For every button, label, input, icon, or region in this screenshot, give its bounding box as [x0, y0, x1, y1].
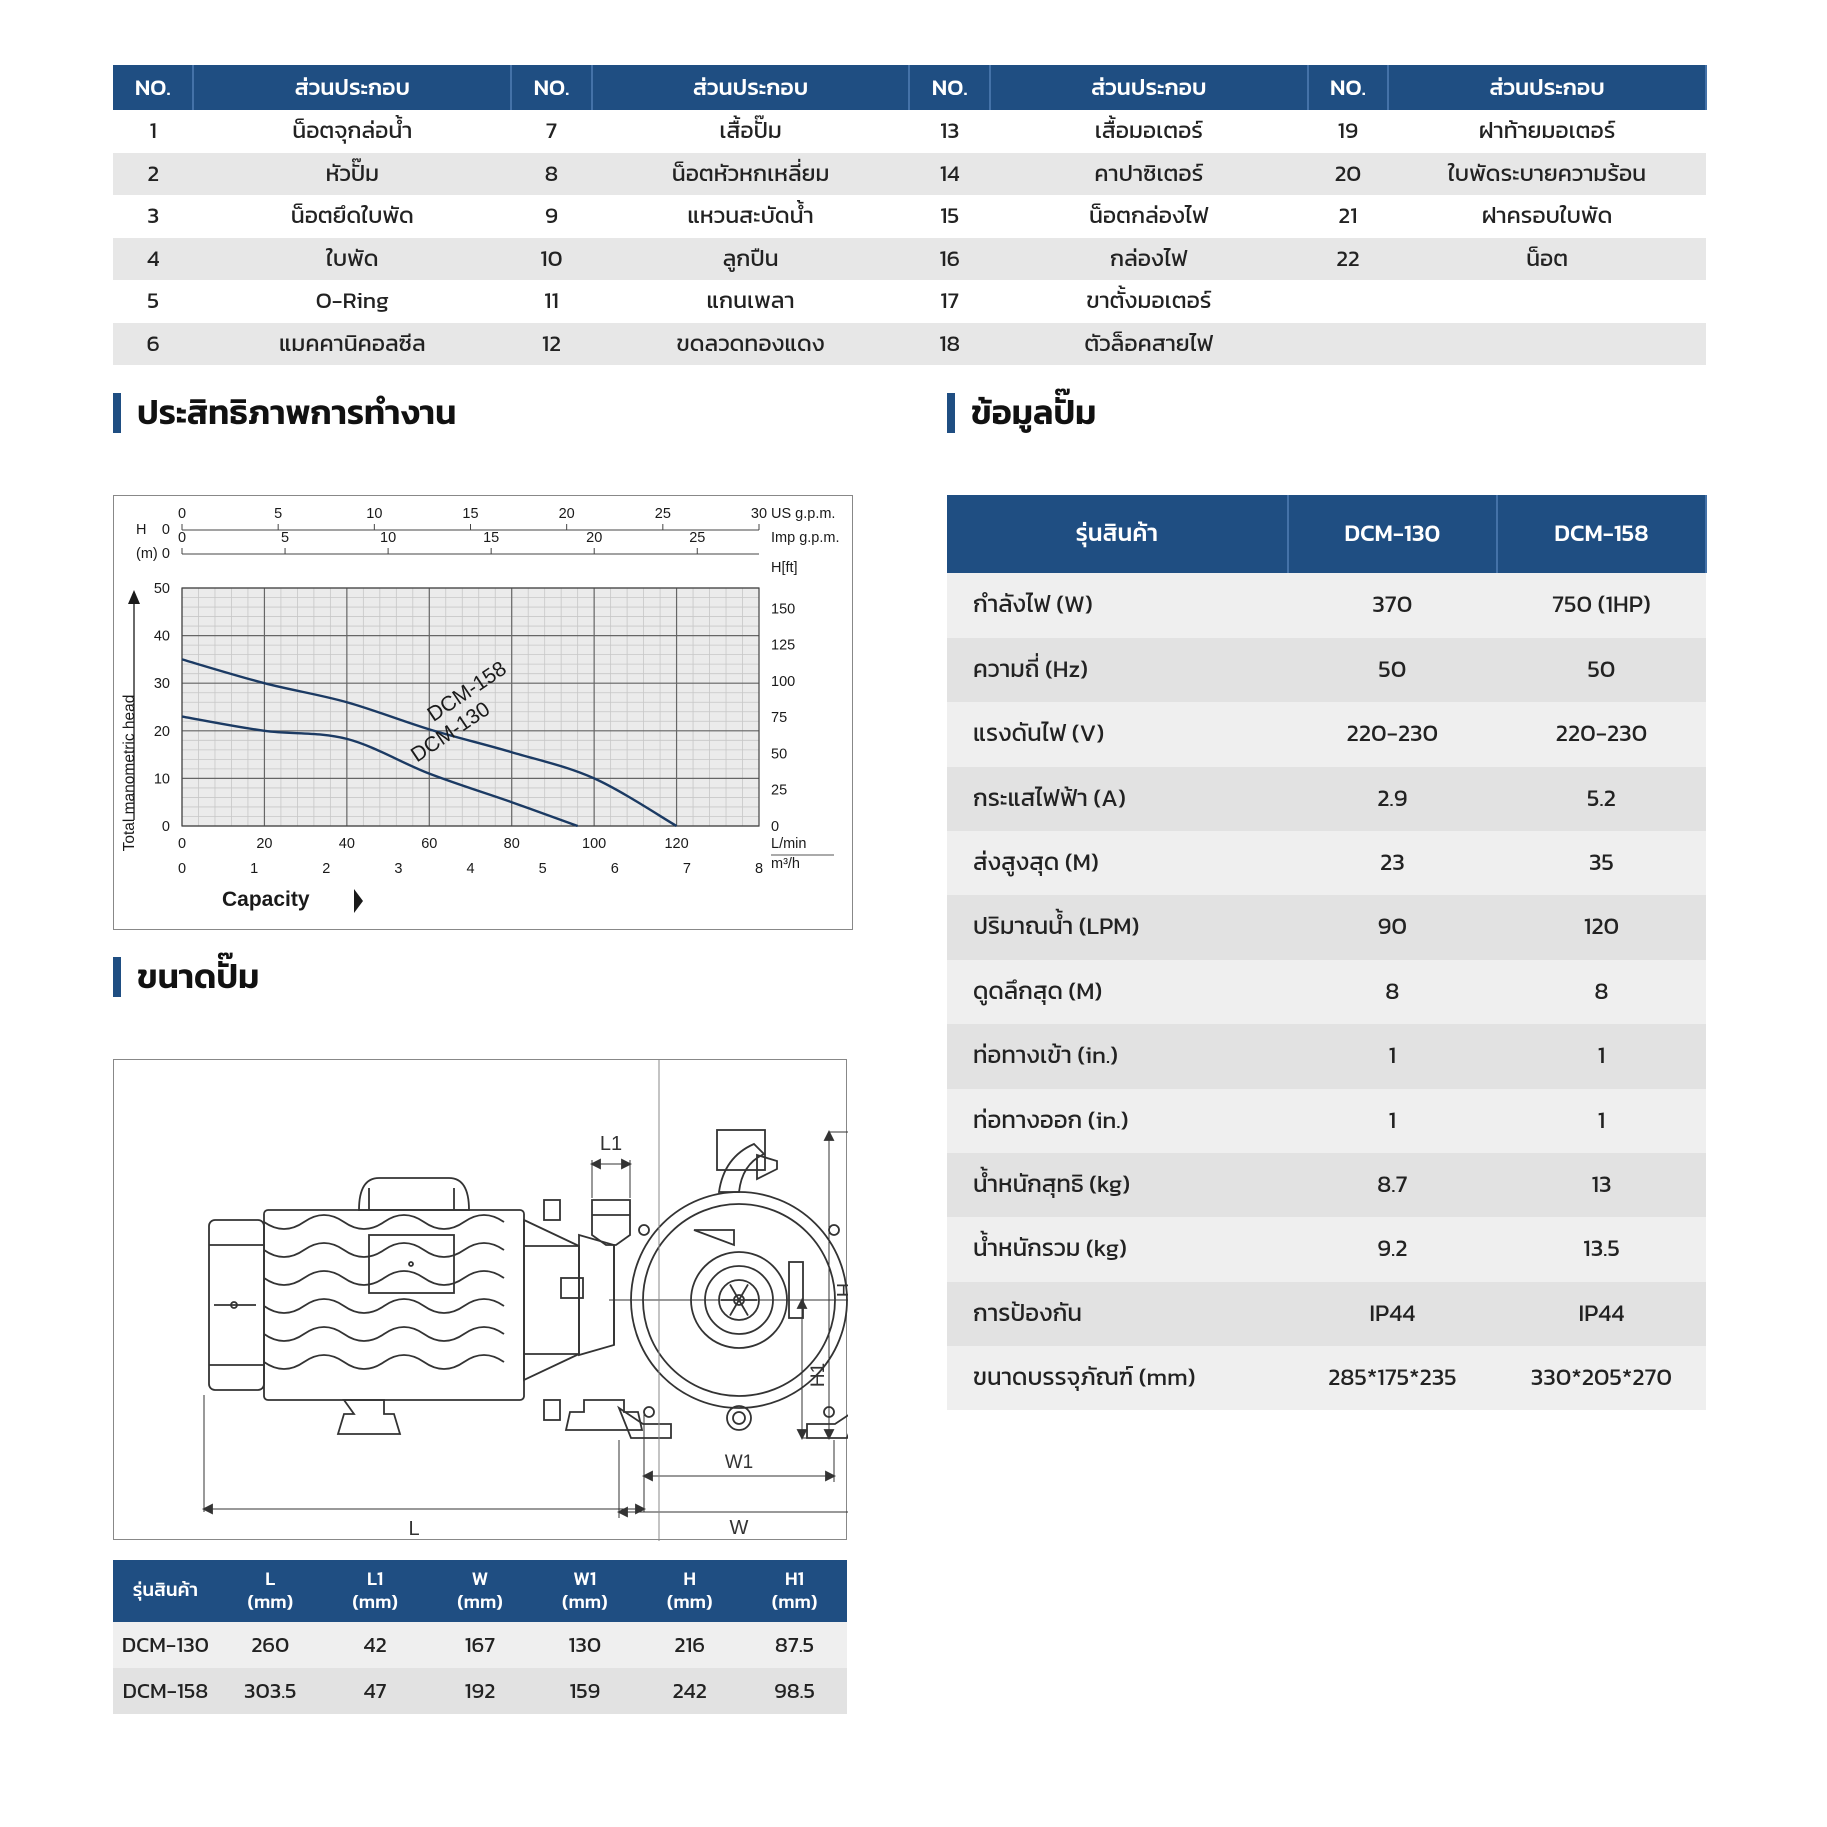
svg-text:40: 40: [154, 629, 170, 645]
svg-text:Total manometric head: Total manometric head: [121, 695, 138, 852]
svg-text:60: 60: [421, 836, 437, 852]
svg-text:10: 10: [366, 506, 382, 522]
svg-text:40: 40: [339, 836, 355, 852]
svg-text:150: 150: [771, 601, 795, 617]
svg-text:25: 25: [771, 783, 787, 799]
svg-text:15: 15: [483, 530, 499, 546]
svg-text:8: 8: [755, 861, 763, 877]
svg-text:0: 0: [162, 522, 170, 538]
svg-text:1: 1: [250, 861, 258, 877]
svg-text:5: 5: [539, 861, 547, 877]
svg-text:0: 0: [162, 819, 170, 835]
svg-text:3: 3: [394, 861, 402, 877]
svg-text:25: 25: [655, 506, 671, 522]
svg-text:10: 10: [154, 771, 170, 787]
svg-text:4: 4: [466, 861, 474, 877]
svg-text:20: 20: [586, 530, 602, 546]
svg-text:100: 100: [582, 836, 606, 852]
svg-text:0: 0: [178, 506, 186, 522]
svg-text:H1: H1: [808, 1363, 829, 1387]
svg-text:0: 0: [178, 836, 186, 852]
svg-text:15: 15: [462, 506, 478, 522]
svg-text:30: 30: [154, 676, 170, 692]
svg-text:L/min: L/min: [771, 836, 806, 852]
svg-text:50: 50: [154, 581, 170, 597]
svg-text:2: 2: [322, 861, 330, 877]
svg-text:W1: W1: [725, 1452, 754, 1473]
svg-text:0: 0: [162, 546, 170, 562]
svg-text:Capacity: Capacity: [222, 888, 310, 911]
svg-text:L1: L1: [600, 1133, 622, 1155]
svg-text:Imp g.p.m.: Imp g.p.m.: [771, 530, 840, 546]
svg-text:100: 100: [771, 674, 795, 690]
svg-text:80: 80: [504, 836, 520, 852]
svg-text:m³/h: m³/h: [771, 856, 800, 872]
svg-text:30: 30: [751, 506, 767, 522]
svg-text:125: 125: [771, 638, 795, 654]
svg-text:10: 10: [380, 530, 396, 546]
svg-text:25: 25: [689, 530, 705, 546]
svg-text:5: 5: [274, 506, 282, 522]
svg-text:H: H: [834, 1283, 848, 1297]
svg-text:0: 0: [178, 861, 186, 877]
svg-text:7: 7: [683, 861, 691, 877]
svg-text:L: L: [408, 1518, 419, 1540]
svg-text:US g.p.m.: US g.p.m.: [771, 506, 835, 522]
svg-text:20: 20: [559, 506, 575, 522]
svg-text:50: 50: [771, 747, 787, 763]
svg-text:H: H: [136, 522, 146, 538]
svg-text:W: W: [730, 1517, 749, 1539]
svg-text:6: 6: [611, 861, 619, 877]
svg-text:120: 120: [664, 836, 688, 852]
svg-text:20: 20: [154, 724, 170, 740]
svg-text:0: 0: [178, 530, 186, 546]
svg-text:(m): (m): [136, 546, 158, 562]
svg-text:5: 5: [281, 530, 289, 546]
svg-text:20: 20: [256, 836, 272, 852]
svg-text:H[ft]: H[ft]: [771, 560, 798, 576]
svg-text:75: 75: [771, 710, 787, 726]
svg-text:0: 0: [771, 819, 779, 835]
